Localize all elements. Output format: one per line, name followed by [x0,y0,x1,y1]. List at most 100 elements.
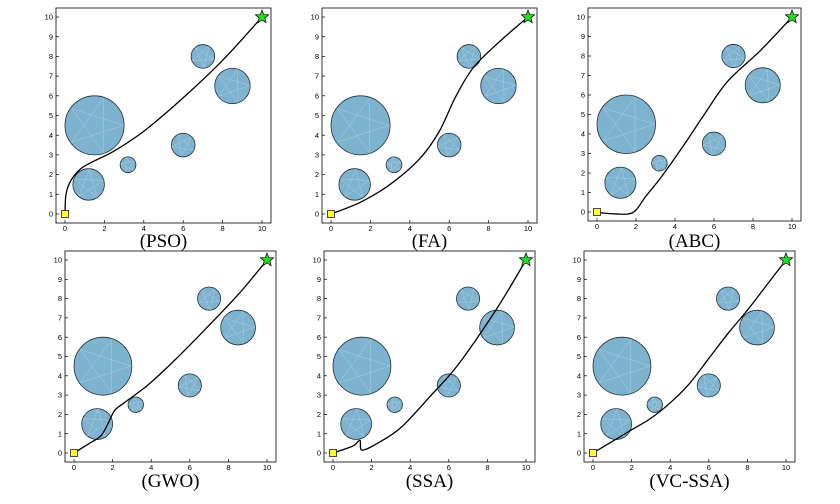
obstacle-sheen [132,397,135,412]
y-tick-label: 9 [58,275,62,284]
panel-title: (SSA) [406,471,454,492]
obstacle-sheen [181,136,192,157]
y-tick-label: 7 [315,72,319,81]
x-tick-label: 4 [408,224,412,233]
obstacle-sheen [74,178,104,181]
obstacle-sheen [599,349,631,394]
x-tick-label: 8 [487,224,491,233]
obstacle-sheen [697,386,719,391]
obstacle-sheen [606,177,629,196]
obstacle-sheen [80,365,132,383]
obstacle-sheen [393,397,401,410]
y-tick-label: 6 [581,91,585,100]
start-marker [329,449,337,457]
y-tick-label: 4 [577,371,581,380]
obstacle-sheen [748,75,769,102]
obstacle-sheen [386,163,400,171]
obstacle-sheen [461,47,481,60]
obstacle-sheen [203,46,210,68]
chart-panel-2: 0 2 4 6 8 10 0 1 2 3 4 5 6 7 8 9 10 (FA) [311,7,538,252]
y-tick-label: 4 [317,371,321,380]
obstacle-sheen [437,146,460,151]
obstacle-4 [436,373,461,398]
obstacle-sheen [218,85,250,97]
obstacle-sheen [390,157,393,172]
goal-marker [254,9,270,24]
y-tick-label: 7 [49,72,53,81]
y-tick-label: 1 [58,429,62,438]
panel-title: (FA) [412,231,448,252]
obstacle-sheen [218,75,250,86]
planned-path [592,259,787,454]
y-tick-label: 8 [581,52,585,61]
y-tick-label: 9 [315,32,319,41]
obstacle-sheen [749,68,768,96]
obstacle-sheen [749,84,780,96]
y-tick-label: 4 [315,131,319,140]
obstacle-3 [386,396,403,413]
obstacle-sheen [224,311,244,338]
obstacle-sheen [647,403,661,411]
obstacle-5 [197,286,222,311]
y-tick-label: 10 [313,256,321,265]
obstacle-sheen [340,178,364,198]
y-tick-label: 2 [581,169,585,178]
obstacle-6 [739,309,775,346]
obstacle-sheen [337,108,390,126]
y-tick-label: 2 [577,410,581,419]
x-tick-label: 10 [258,224,266,233]
obstacle-sheen [391,400,402,412]
obstacle-sheen [503,69,505,103]
goal-marker [778,252,794,267]
y-tick-label: 6 [49,91,53,100]
obstacle-sheen [198,300,221,304]
obstacle-sheen [606,177,636,180]
y-tick-label: 7 [581,71,585,80]
obstacle-sheen [218,69,238,97]
obstacle-sheen [647,400,662,405]
obstacle-sheen [71,125,124,143]
obstacle-sheen [237,69,239,103]
obstacle-sheen [171,136,192,147]
obstacle-sheen [443,375,448,397]
obstacle-sheen [337,125,390,143]
obstacle-sheen [603,97,636,142]
obstacle-sheen [734,46,740,68]
obstacle-sheen [484,85,516,97]
obstacle-2 [600,408,632,440]
obstacle-sheen [469,46,476,68]
obstacle-sheen [195,47,215,60]
obstacle-sheen [184,375,189,397]
obstacle-sheen [702,135,723,146]
obstacle-sheen [177,134,194,151]
x-tick-label: 10 [522,463,530,472]
obstacle-sheen [344,180,370,197]
x-tick-label: 10 [524,224,532,233]
obstacle-sheen [482,317,503,344]
x-tick-label: 4 [408,463,412,472]
y-tick-label: 2 [58,410,62,419]
obstacle-1 [332,336,392,396]
obstacle-sheen [711,135,723,156]
planned-path [73,259,268,454]
obstacle-sheen [437,136,458,147]
obstacle-sheen [177,134,182,157]
obstacle-sheen [128,400,143,405]
y-tick-label: 9 [49,32,53,41]
obstacle-sheen [460,289,480,302]
obstacle-5 [456,286,481,311]
obstacle-sheen [603,124,655,142]
obstacle-sheen [178,386,200,391]
obstacle-sheen [653,397,661,410]
x-tick-label: 4 [142,224,146,233]
obstacle-sheen [656,155,659,171]
start-marker [589,449,597,457]
obstacle-sheen [461,47,471,68]
obstacle-3 [646,396,663,413]
y-tick-label: 10 [54,256,62,265]
y-tick-label: 0 [581,208,585,217]
obstacle-sheen [340,178,370,181]
obstacle-1 [592,336,652,396]
y-tick-label: 0 [58,449,62,458]
x-tick-label: 10 [788,222,796,231]
